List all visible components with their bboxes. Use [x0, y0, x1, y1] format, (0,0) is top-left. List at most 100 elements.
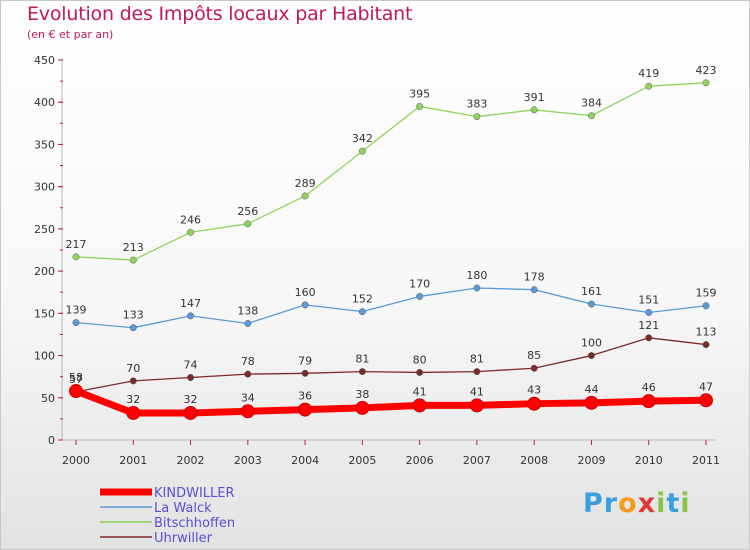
y-tick-label: 0	[48, 434, 55, 447]
data-point-uhrwiller	[129, 377, 137, 385]
data-point-kindwiller	[641, 394, 656, 409]
data-point-la-walck	[244, 320, 252, 327]
data-label-uhrwiller: 79	[298, 354, 312, 367]
chart-axes: 0 50 100 150 200 250 300 350 400 450 2000 2001 2002 2…	[34, 54, 720, 467]
data-point-bitschhoffen	[530, 106, 538, 114]
data-label-uhrwiller: 81	[355, 353, 369, 366]
data-label-la-walck: 139	[66, 304, 87, 317]
data-point-la-walck	[129, 324, 137, 332]
y-tick-label: 350	[34, 138, 55, 151]
data-point-la-walck	[473, 284, 481, 292]
data-point-kindwiller	[527, 396, 542, 411]
y-tick-label: 300	[34, 181, 55, 194]
series-line-la-walck	[75, 287, 707, 329]
data-label-kindwiller: 43	[527, 384, 541, 397]
data-point-bitschhoffen	[129, 256, 137, 264]
data-label-kindwiller: 38	[355, 388, 369, 401]
chart-series	[69, 79, 713, 420]
data-point-la-walck	[301, 301, 309, 309]
data-label-uhrwiller: 85	[527, 349, 541, 362]
data-point-bitschhoffen	[72, 253, 80, 261]
data-point-la-walck	[416, 292, 424, 300]
data-label-bitschhoffen: 217	[66, 238, 87, 251]
data-label-uhrwiller: 80	[413, 353, 427, 366]
data-label-kindwiller: 41	[470, 385, 484, 398]
data-label-kindwiller: 47	[699, 380, 713, 393]
data-label-bitschhoffen: 246	[180, 213, 201, 226]
data-label-uhrwiller: 100	[581, 337, 602, 350]
data-label-uhrwiller: 74	[184, 359, 198, 372]
data-label-bitschhoffen: 419	[638, 67, 659, 80]
data-point-la-walck	[530, 286, 538, 294]
legend-label-uhrwiller: Uhrwiller	[154, 531, 213, 546]
data-label-bitschhoffen: 383	[466, 98, 487, 111]
data-label-bitschhoffen: 391	[524, 91, 545, 104]
x-tick-label: 2002	[177, 454, 205, 467]
data-point-uhrwiller	[530, 364, 538, 372]
data-point-bitschhoffen	[187, 228, 194, 236]
data-label-bitschhoffen: 395	[409, 87, 430, 100]
data-point-kindwiller	[298, 402, 313, 417]
x-tick-label: 2009	[577, 454, 605, 467]
data-point-bitschhoffen	[702, 79, 710, 87]
data-label-la-walck: 180	[466, 269, 487, 282]
y-tick-label: 450	[34, 54, 55, 67]
logo-letter: o	[618, 488, 638, 519]
series-line-uhrwiller	[75, 337, 707, 393]
data-point-la-walck	[645, 309, 653, 316]
series-line-kindwiller	[72, 387, 710, 417]
logo-letter: x	[637, 488, 657, 519]
data-point-uhrwiller	[301, 369, 309, 377]
y-tick-label: 400	[34, 96, 55, 109]
data-point-uhrwiller	[416, 368, 424, 376]
logo-letter: t	[666, 488, 681, 519]
data-point-kindwiller	[469, 398, 484, 413]
data-point-bitschhoffen	[645, 82, 653, 90]
data-label-kindwiller: 34	[241, 391, 255, 404]
data-label-la-walck: 152	[352, 293, 373, 306]
y-tick-label: 150	[34, 307, 55, 320]
x-tick-label: 2001	[119, 454, 147, 467]
legend-label-kindwiller: KINDWILLER	[154, 486, 235, 501]
logo-letter: i	[680, 488, 691, 519]
data-point-bitschhoffen	[588, 112, 595, 120]
data-label-bitschhoffen: 384	[581, 97, 602, 110]
series-line-bitschhoffen	[75, 82, 707, 261]
data-label-kindwiller: 44	[584, 383, 598, 396]
data-label-la-walck: 170	[409, 277, 430, 290]
x-tick-label: 2003	[234, 454, 262, 467]
data-label-la-walck: 138	[237, 304, 258, 317]
data-label-kindwiller: 58	[69, 371, 83, 384]
chart-subtitle: (en € et par an)	[27, 28, 114, 41]
data-label-la-walck: 178	[524, 271, 545, 284]
series-bitschhoffen	[72, 79, 710, 264]
data-point-kindwiller	[584, 395, 599, 410]
data-label-uhrwiller: 113	[696, 326, 717, 339]
data-label-uhrwiller: 57	[69, 373, 83, 386]
series-kindwiller	[69, 384, 713, 420]
x-tick-label: 2006	[406, 454, 434, 467]
x-tick-label: 2011	[692, 454, 720, 467]
series-uhrwiller	[72, 334, 710, 396]
x-tick-label: 2004	[291, 454, 319, 467]
data-point-uhrwiller	[645, 334, 653, 342]
logo-letter: r	[603, 488, 619, 519]
data-label-uhrwiller: 70	[126, 362, 140, 375]
data-label-bitschhoffen: 423	[696, 64, 717, 77]
data-point-bitschhoffen	[473, 113, 481, 121]
data-label-bitschhoffen: 213	[123, 241, 144, 254]
data-label-uhrwiller: 121	[638, 319, 659, 332]
y-tick-label: 50	[41, 392, 55, 405]
data-label-bitschhoffen: 342	[352, 132, 373, 145]
data-label-kindwiller: 41	[413, 385, 427, 398]
data-point-kindwiller	[412, 398, 427, 413]
data-point-la-walck	[72, 319, 80, 327]
y-tick-label: 250	[34, 223, 55, 236]
data-point-la-walck	[588, 300, 595, 308]
proxiti-logo: Proxiti	[583, 488, 691, 519]
data-label-kindwiller: 32	[126, 393, 140, 406]
data-point-kindwiller	[183, 405, 198, 420]
data-label-bitschhoffen: 256	[237, 205, 258, 218]
x-tick-label: 2007	[463, 454, 491, 467]
